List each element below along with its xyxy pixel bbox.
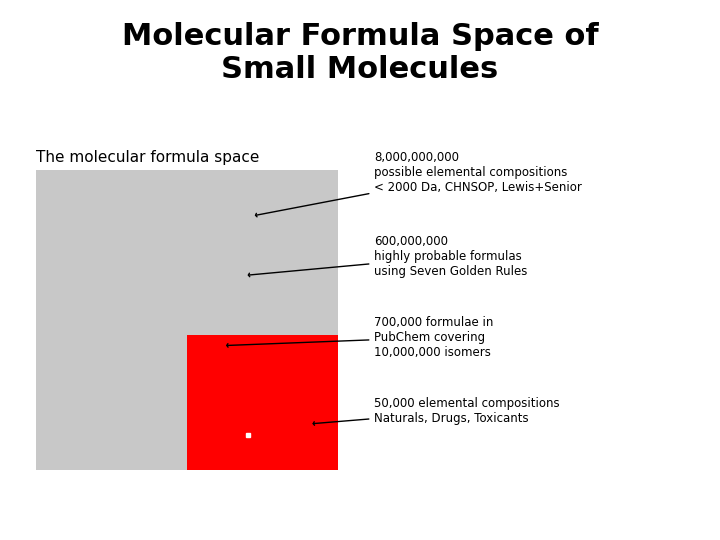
Text: 50,000 elemental compositions
Naturals, Drugs, Toxicants: 50,000 elemental compositions Naturals, … — [313, 397, 560, 426]
Text: The molecular formula space: The molecular formula space — [36, 150, 259, 165]
Bar — [36, 170, 338, 470]
Text: 8,000,000,000
possible elemental compositions
< 2000 Da, CHNSOP, Lewis+Senior: 8,000,000,000 possible elemental composi… — [256, 151, 582, 217]
Text: 700,000 formulae in
PubChem covering
10,000,000 isomers: 700,000 formulae in PubChem covering 10,… — [227, 316, 494, 359]
Text: Molecular Formula Space of
Small Molecules: Molecular Formula Space of Small Molecul… — [122, 22, 598, 84]
Bar — [187, 335, 338, 470]
Text: 600,000,000
highly probable formulas
using Seven Golden Rules: 600,000,000 highly probable formulas usi… — [248, 235, 528, 278]
